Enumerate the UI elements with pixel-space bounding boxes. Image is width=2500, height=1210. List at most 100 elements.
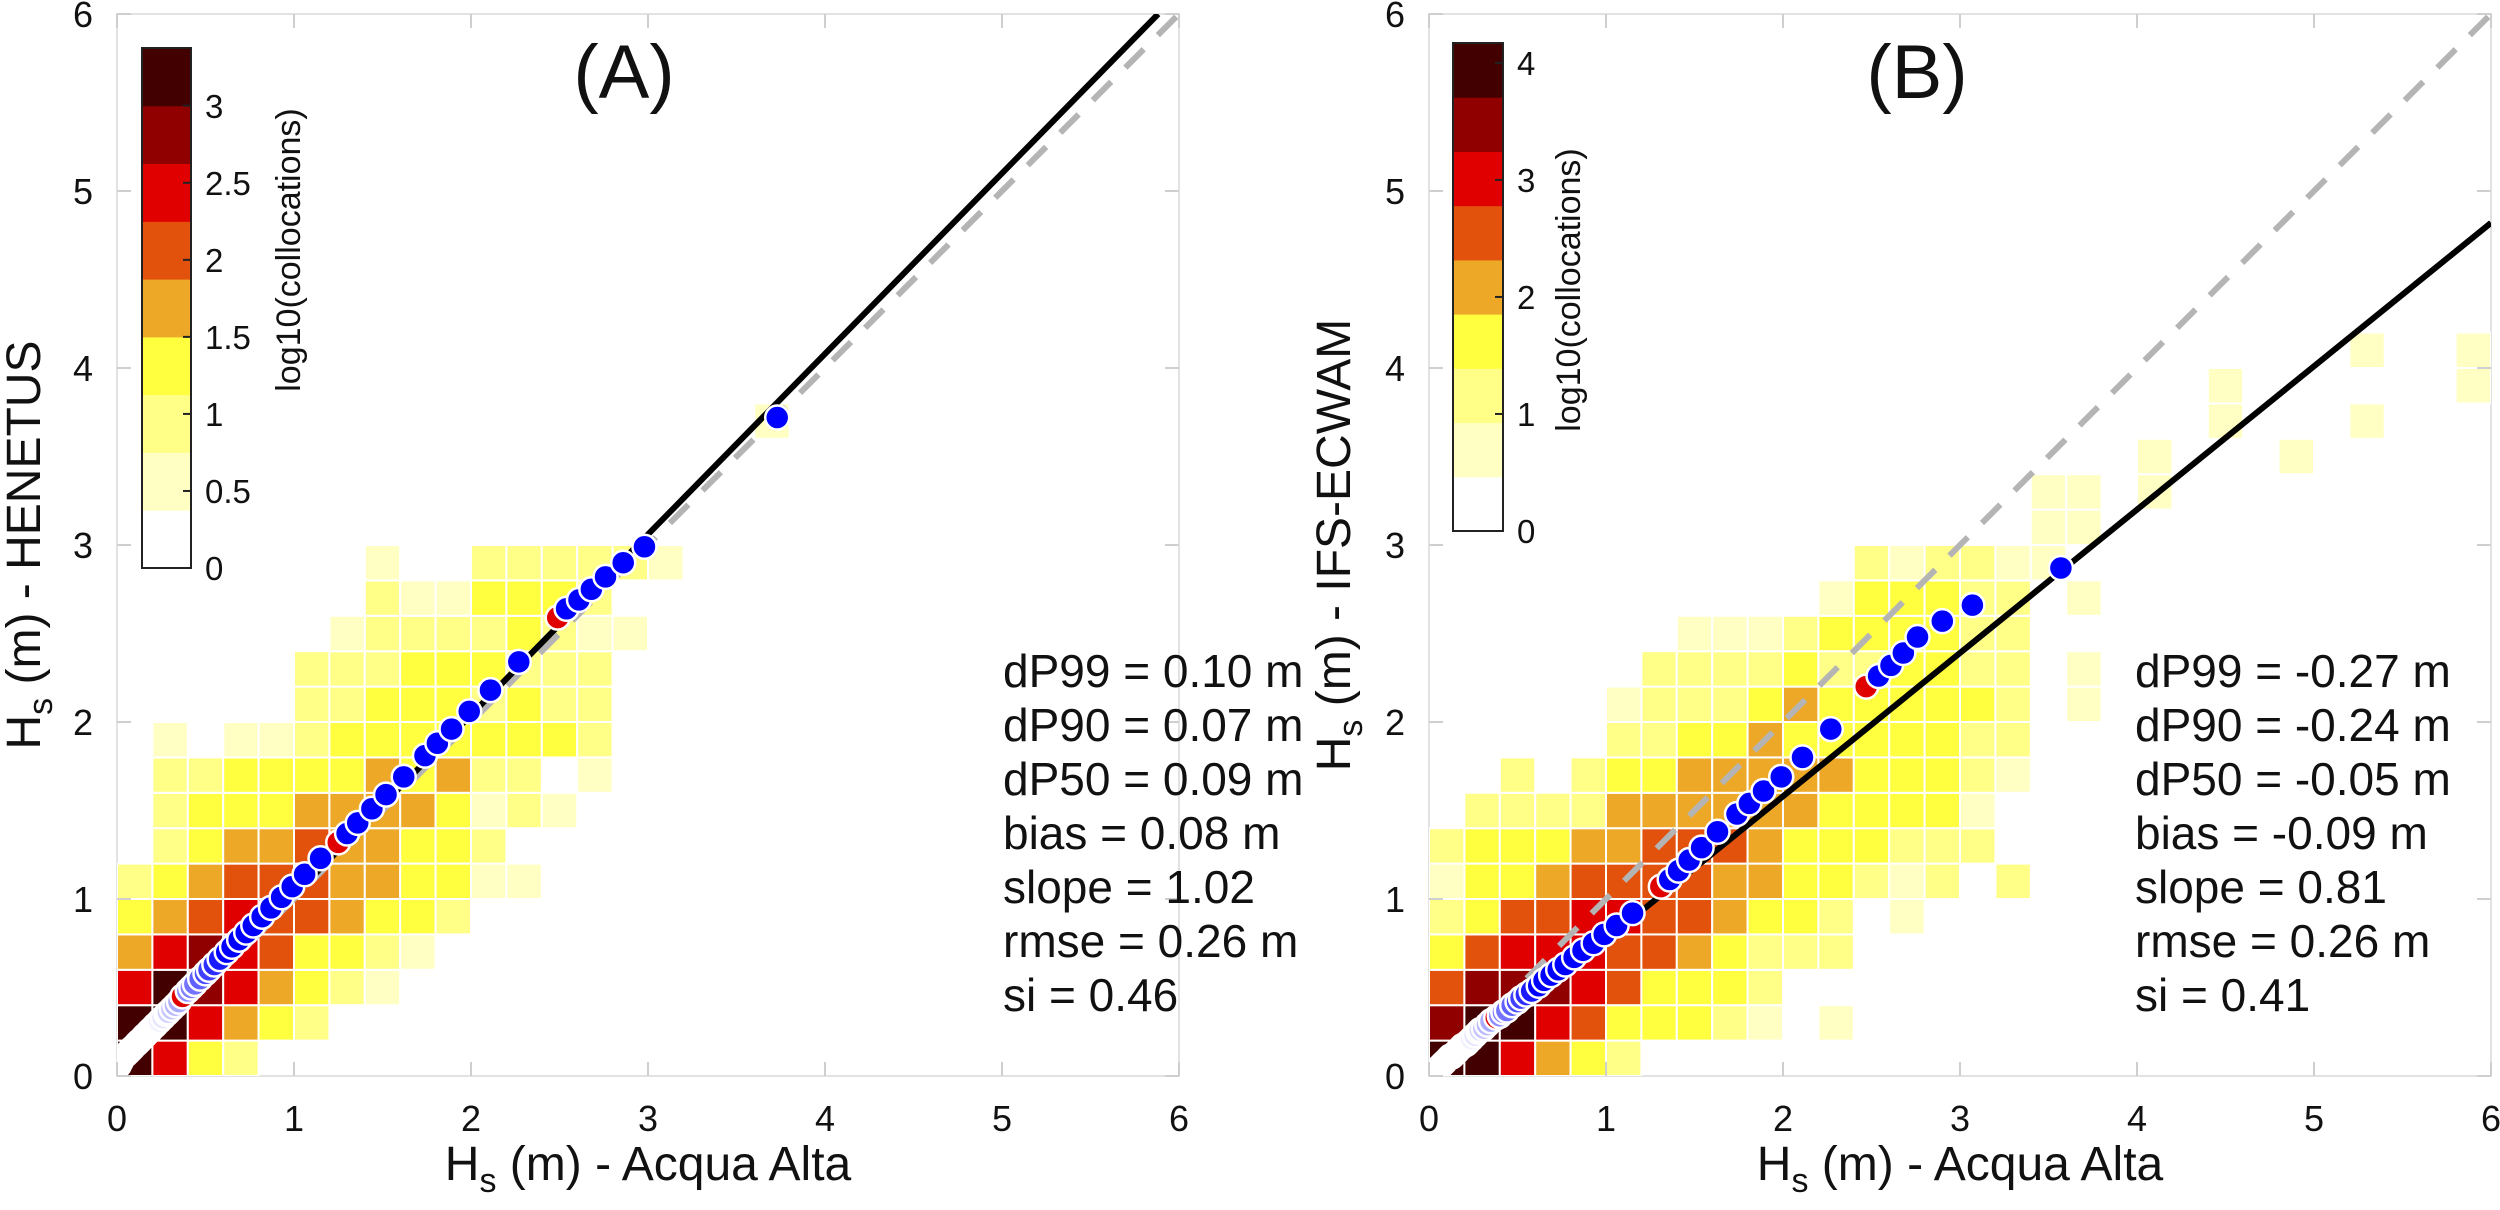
qq-point — [291, 860, 318, 888]
qq-point — [631, 533, 658, 561]
heatmap-cell — [399, 898, 437, 936]
stat-line: dP50 = 0.09 m — [1003, 753, 1303, 805]
heatmap-cell — [1711, 968, 1749, 1007]
x-tick-label: 1 — [284, 1098, 304, 1139]
colorbar-swatch — [142, 163, 191, 222]
x-tick-label: 3 — [1950, 1098, 1970, 1139]
heatmap-cell — [363, 862, 402, 900]
heatmap-cell — [505, 579, 543, 617]
heatmap-cell — [1923, 756, 1961, 794]
heatmap-cell — [576, 650, 614, 688]
colorbar-tick-label: 1 — [1517, 396, 1535, 433]
heatmap-cell — [470, 862, 508, 900]
stat-line: dP50 = -0.05 m — [2135, 753, 2451, 805]
heatmap-cell — [1782, 614, 1820, 653]
heatmap-cell — [257, 756, 296, 794]
x-tick-label: 3 — [638, 1098, 658, 1139]
stat-line: slope = 0.81 — [2135, 861, 2387, 913]
heatmap-cell — [186, 756, 225, 794]
colorbar-swatch — [1453, 259, 1503, 315]
heatmap-cell — [1498, 827, 1537, 865]
heatmap-cell — [222, 791, 260, 830]
heatmap-cell — [1746, 862, 1784, 900]
colorbar-tick-label: 0 — [205, 550, 223, 587]
colorbar-swatch — [142, 221, 191, 280]
heatmap-cell — [328, 650, 366, 688]
y-axis-label-symbol: H — [1308, 737, 1361, 772]
heatmap-cell — [363, 614, 402, 653]
colorbar-frame — [141, 47, 192, 569]
heatmap-cell — [186, 862, 225, 900]
heatmap-cell — [434, 756, 473, 794]
heatmap-cell — [1959, 827, 1997, 865]
heatmap-cell — [1463, 791, 1501, 830]
heatmap-cell — [1569, 827, 1607, 865]
heatmap-cell — [1429, 898, 1466, 936]
heatmap-cell — [1429, 968, 1466, 1007]
colorbar-tick-label: 2 — [205, 242, 223, 279]
heatmap-cell — [117, 862, 154, 900]
stat-line: dP90 = -0.24 m — [2135, 699, 2451, 751]
heatmap-cell — [1675, 1004, 1714, 1042]
heatmap-cell — [363, 579, 402, 617]
colorbar-swatch — [142, 394, 191, 453]
heatmap-cell — [434, 579, 473, 617]
heatmap-cell — [151, 898, 189, 936]
heatmap-cell — [1463, 827, 1501, 865]
x-axis-label-subscript: s — [1791, 1162, 1808, 1200]
y-tick-label: 1 — [1385, 879, 1405, 920]
heatmap-cell — [434, 862, 473, 900]
heatmap-cell — [1569, 1039, 1607, 1076]
heatmap-cell — [2206, 367, 2245, 405]
heatmap-cell — [1817, 827, 1855, 865]
panel-title: (A) — [573, 30, 674, 115]
heatmap-cell — [540, 685, 579, 723]
qq-point — [438, 715, 465, 743]
heatmap-cell — [2065, 650, 2103, 688]
x-axis-label: Hs (m) - Acqua Alta — [1757, 1138, 2164, 1200]
heatmap-cell — [328, 685, 366, 723]
heatmap-cell — [505, 721, 543, 759]
x-tick-label: 5 — [2304, 1098, 2324, 1139]
heatmap-cell — [399, 614, 437, 653]
heatmap-cell — [1534, 1039, 1572, 1076]
y-axis-label: Hs (m) - IFS-ECWAM — [1308, 319, 1370, 771]
heatmap-cell — [1498, 1039, 1537, 1076]
heatmap-cell — [470, 756, 508, 794]
heatmap-cell — [1994, 544, 2032, 582]
x-axis-label-subscript: s — [479, 1162, 496, 1200]
colorbar-tick-label: 2.5 — [205, 165, 251, 202]
heatmap-cell — [1498, 791, 1537, 830]
heatmap-cell — [293, 756, 331, 794]
heatmap-cell — [434, 898, 473, 936]
heatmap-cell — [1711, 721, 1749, 759]
heatmap-cell — [1959, 791, 1997, 830]
colorbar-swatch — [1453, 151, 1503, 207]
panel-title: (B) — [1866, 30, 1967, 115]
heatmap-cell — [293, 898, 331, 936]
colorbar-tick-label: 4 — [1517, 45, 1535, 82]
heatmap-cell — [328, 756, 366, 794]
heatmap-cell — [293, 721, 331, 759]
heatmap-cell — [1994, 756, 2032, 794]
qq-point — [1817, 715, 1845, 743]
y-tick-label: 4 — [73, 348, 93, 389]
heatmap-cell — [540, 544, 579, 582]
heatmap-cell — [1817, 862, 1855, 900]
colorbar-tick-label: 2 — [1517, 279, 1535, 316]
y-tick-label: 3 — [73, 525, 93, 566]
plot-area — [117, 14, 1179, 1076]
stat-line: si = 0.46 — [1003, 969, 1178, 1021]
y-tick-label: 5 — [1385, 171, 1405, 212]
heatmap-cell — [1534, 898, 1572, 936]
heatmap-cell — [576, 685, 614, 723]
y-tick-label: 6 — [73, 0, 93, 35]
heatmap-cell — [1569, 1004, 1607, 1042]
x-tick-label: 2 — [1773, 1098, 1793, 1139]
heatmap-cell — [1711, 898, 1749, 936]
heatmap-cell — [399, 862, 437, 900]
qq-point — [307, 845, 334, 872]
qq-point — [505, 648, 533, 676]
heatmap-cell — [1994, 862, 2032, 900]
heatmap-cell — [1675, 933, 1714, 971]
